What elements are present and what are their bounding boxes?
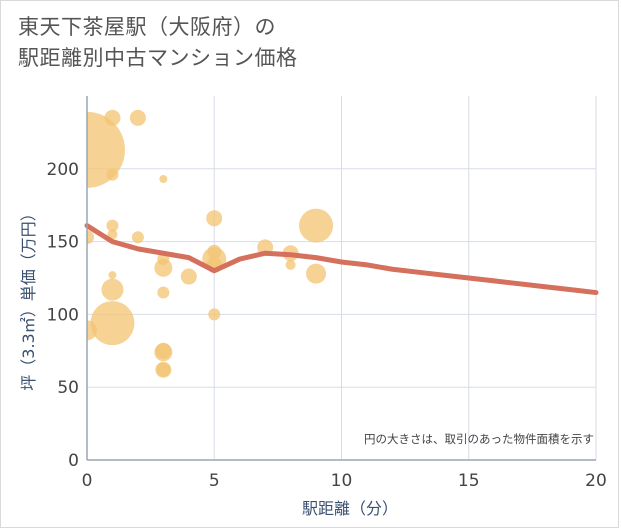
- data-point-bubble: [306, 263, 327, 284]
- x-tick-label: 0: [82, 471, 93, 491]
- y-tick-label: 0: [68, 451, 79, 471]
- trend-line: [84, 223, 599, 296]
- trend-series: [84, 223, 599, 296]
- y-tick-label: 150: [47, 233, 79, 253]
- data-point-bubble: [206, 210, 223, 227]
- chart-title: 東天下茶屋駅（大阪府）の 駅距離別中古マンション価格: [18, 12, 298, 74]
- x-tick-label: 15: [458, 471, 480, 491]
- data-point-bubble: [156, 362, 171, 377]
- data-point-bubble: [90, 301, 135, 346]
- data-point-bubble: [101, 278, 124, 301]
- data-point-bubble: [208, 308, 221, 321]
- data-point-bubble: [108, 271, 117, 280]
- y-axis-label: 坪（3.3㎡）単価（万円）: [19, 205, 38, 390]
- data-point-bubble: [106, 219, 119, 232]
- size-note: 円の大きさは、取引のあった物件面積を示す: [364, 432, 594, 446]
- data-point-bubble: [159, 174, 168, 183]
- data-point-bubble: [107, 229, 118, 240]
- y-tick-label: 100: [47, 305, 79, 325]
- x-axis-label: 駅距離（分）: [302, 499, 398, 518]
- data-point-bubble: [285, 259, 296, 270]
- x-tick-label: 20: [585, 471, 607, 491]
- data-point-bubble: [104, 109, 121, 126]
- data-point-bubble: [106, 168, 119, 181]
- data-point-bubble: [87, 111, 125, 188]
- data-point-bubble: [87, 230, 94, 245]
- x-tick-label: 10: [331, 471, 353, 491]
- data-point-bubble: [180, 268, 197, 285]
- x-tick-label: 5: [209, 471, 220, 491]
- data-point-bubble: [131, 231, 144, 244]
- grid: [87, 96, 597, 460]
- data-point-bubble: [299, 208, 334, 243]
- y-tick-label: 50: [57, 378, 79, 398]
- data-point-bubble: [129, 109, 146, 126]
- data-point-bubble: [154, 343, 173, 362]
- chart-title-line1: 東天下茶屋駅（大阪府）の: [18, 15, 276, 39]
- bubble-series: [87, 109, 334, 378]
- data-point-bubble: [154, 258, 173, 277]
- data-point-bubble: [157, 286, 170, 299]
- y-tick-label: 200: [47, 160, 79, 180]
- chart-title-line2: 駅距離別中古マンション価格: [18, 46, 298, 70]
